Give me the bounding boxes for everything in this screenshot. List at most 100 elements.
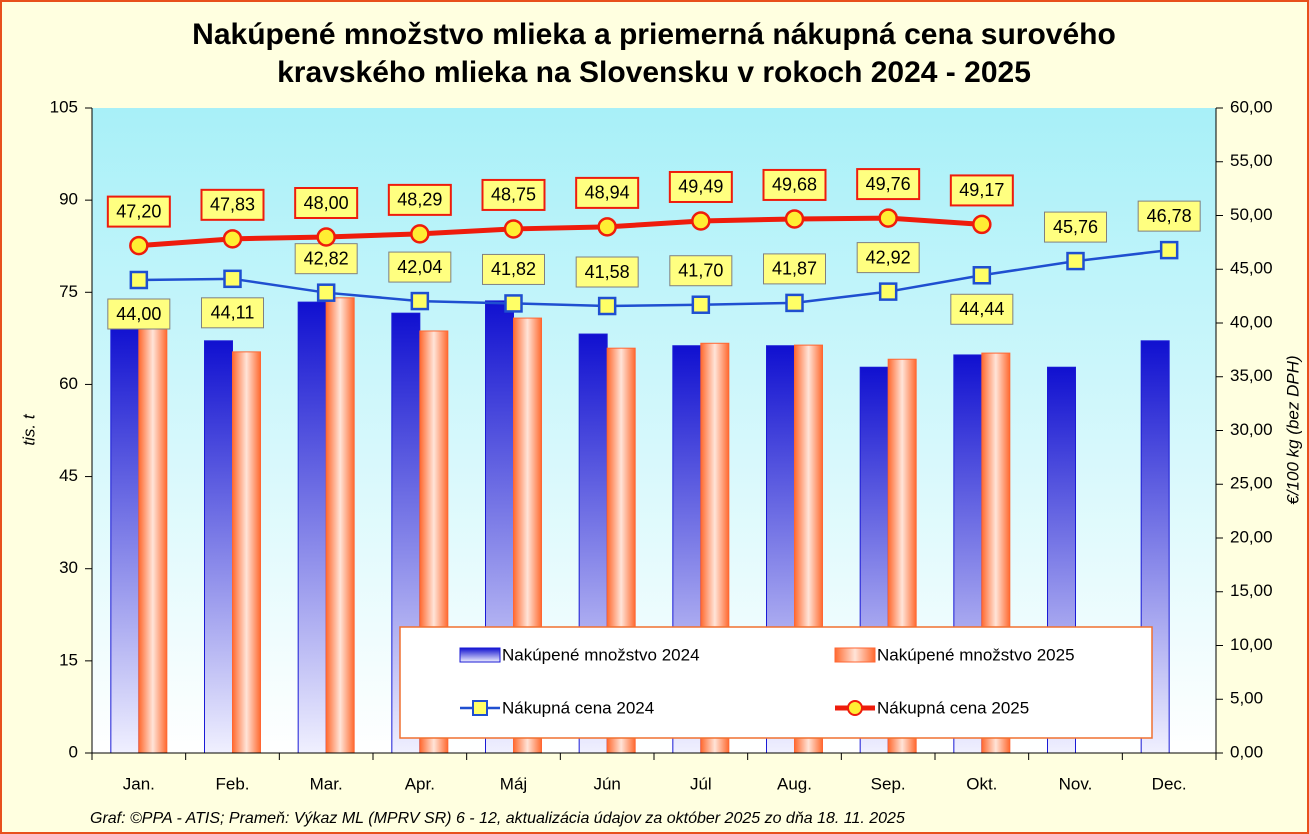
y2-tick-label: 15,00 bbox=[1230, 581, 1273, 600]
marker bbox=[410, 291, 430, 311]
legend-marker bbox=[472, 700, 488, 716]
x-tick-label: Mar. bbox=[310, 774, 343, 793]
data-label: 49,68 bbox=[772, 175, 817, 195]
marker bbox=[503, 219, 524, 239]
y2-tick-label: 35,00 bbox=[1230, 366, 1273, 385]
bar bbox=[138, 322, 168, 754]
data-label-box bbox=[949, 174, 1014, 207]
marker bbox=[878, 208, 898, 228]
y2-tick-label: 50,00 bbox=[1230, 205, 1273, 224]
data-label: 42,82 bbox=[304, 248, 349, 268]
data-label: 49,49 bbox=[678, 177, 723, 197]
x-tick-label: Jún bbox=[593, 774, 620, 793]
x-tick-label: Júl bbox=[690, 774, 712, 793]
data-label: 44,11 bbox=[211, 303, 255, 323]
y2-tick-label: 55,00 bbox=[1230, 151, 1273, 170]
data-label: 41,82 bbox=[491, 259, 536, 279]
line bbox=[138, 248, 1170, 308]
x-tick-label: Sep. bbox=[871, 774, 906, 793]
data-label: 48,75 bbox=[491, 185, 536, 205]
data-label-box bbox=[856, 242, 920, 274]
data-label: 42,92 bbox=[866, 247, 911, 267]
marker bbox=[597, 217, 617, 237]
x-tick-label: Apr. bbox=[405, 774, 435, 793]
data-label-box bbox=[387, 183, 452, 216]
data-label: 49,17 bbox=[959, 180, 1004, 200]
y-tick-label: 105 bbox=[50, 97, 78, 116]
legend-swatch bbox=[459, 647, 501, 663]
x-tick-label: Okt. bbox=[966, 774, 997, 793]
data-label: 45,76 bbox=[1053, 217, 1098, 237]
y-tick-label: 15 bbox=[59, 650, 78, 669]
data-label: 47,83 bbox=[210, 195, 255, 215]
y-tick-label: 75 bbox=[59, 282, 78, 301]
legend-marker bbox=[847, 700, 863, 716]
x-tick-label: Dec. bbox=[1152, 774, 1187, 793]
marker bbox=[316, 283, 336, 302]
bar bbox=[232, 351, 261, 754]
data-label-box bbox=[200, 188, 265, 221]
bar bbox=[325, 297, 355, 754]
data-label-box bbox=[856, 168, 921, 201]
data-label-box bbox=[1137, 200, 1201, 232]
marker bbox=[316, 227, 336, 247]
data-label: 41,58 bbox=[585, 262, 630, 282]
y-tick-label: 90 bbox=[59, 190, 78, 209]
data-label-box bbox=[481, 178, 546, 211]
y-tick-label: 60 bbox=[59, 374, 78, 393]
data-label: 48,94 bbox=[585, 183, 630, 203]
y2-axis-title: €/100 kg (bez DPH) bbox=[1283, 355, 1302, 504]
x-tick-label: Jan. bbox=[123, 774, 155, 793]
marker bbox=[878, 282, 898, 301]
data-label-box bbox=[575, 176, 640, 209]
data-label-box bbox=[482, 253, 545, 285]
data-label-box bbox=[762, 168, 827, 201]
y-tick-label: 0 bbox=[69, 742, 78, 761]
legend-label: Nakúpené množstvo 2025 bbox=[877, 645, 1075, 664]
marker bbox=[691, 211, 711, 231]
marker bbox=[972, 214, 992, 235]
legend-label: Nákupná cena 2025 bbox=[877, 698, 1029, 717]
y2-tick-label: 45,00 bbox=[1230, 259, 1273, 278]
marker bbox=[972, 266, 992, 285]
x-tick-label: Aug. bbox=[777, 774, 812, 793]
marker bbox=[1066, 251, 1085, 271]
x-tick-label: Máj bbox=[500, 774, 527, 793]
data-label-box bbox=[294, 187, 359, 219]
legend bbox=[399, 626, 1153, 739]
data-label: 49,76 bbox=[866, 174, 911, 194]
y-tick-label: 30 bbox=[59, 558, 78, 577]
y2-tick-label: 20,00 bbox=[1230, 527, 1273, 546]
data-label-box bbox=[388, 251, 452, 283]
marker bbox=[129, 235, 149, 256]
data-label-box bbox=[763, 253, 826, 285]
marker bbox=[410, 224, 430, 244]
y2-tick-label: 30,00 bbox=[1230, 420, 1273, 439]
data-label-box bbox=[668, 170, 733, 203]
data-label: 48,29 bbox=[397, 190, 442, 210]
data-label-box bbox=[107, 298, 171, 330]
data-label-box bbox=[950, 293, 1014, 325]
y2-tick-label: 60,00 bbox=[1230, 97, 1273, 116]
data-label: 46,78 bbox=[1147, 206, 1192, 226]
data-label-box bbox=[1044, 211, 1107, 243]
legend-swatch bbox=[834, 647, 876, 663]
marker bbox=[223, 269, 242, 289]
marker bbox=[784, 209, 805, 229]
chart-title: Nakúpené množstvo mlieka a priemerná nák… bbox=[192, 18, 1116, 51]
marker bbox=[691, 295, 711, 314]
y2-tick-label: 0,00 bbox=[1230, 742, 1263, 761]
bar bbox=[204, 340, 233, 754]
data-label: 42,04 bbox=[397, 257, 442, 277]
bar bbox=[110, 324, 140, 754]
y2-tick-label: 25,00 bbox=[1230, 474, 1273, 493]
data-label: 41,87 bbox=[772, 259, 817, 279]
data-label: 44,44 bbox=[959, 299, 1004, 319]
data-label: 47,20 bbox=[116, 201, 161, 221]
y2-tick-label: 40,00 bbox=[1230, 312, 1273, 331]
data-label: 41,70 bbox=[678, 260, 723, 280]
y-axis-title: tis. t bbox=[19, 413, 38, 445]
data-label-box bbox=[669, 255, 733, 287]
source-note: Graf: ©PPA - ATIS; Prameň: Výkaz ML (MPR… bbox=[90, 810, 905, 827]
x-tick-label: Feb. bbox=[215, 774, 249, 793]
